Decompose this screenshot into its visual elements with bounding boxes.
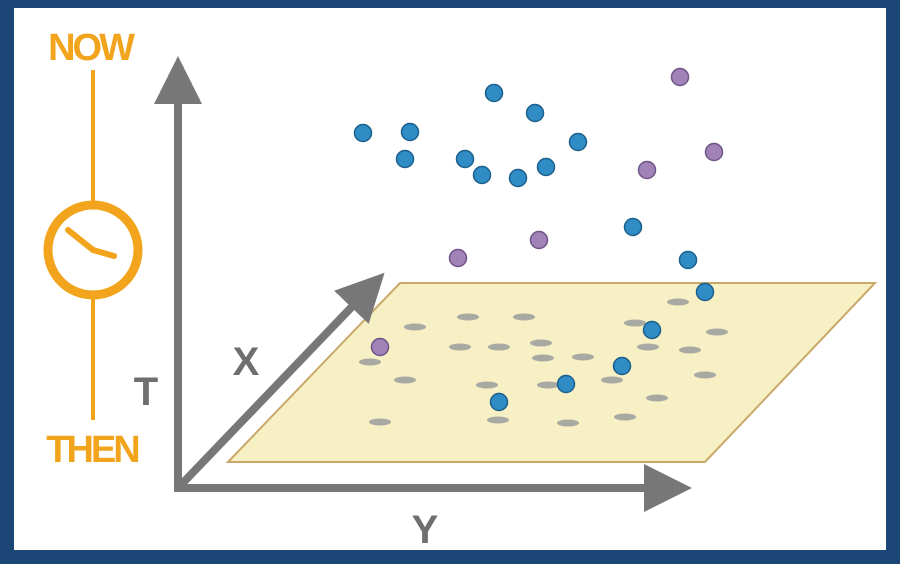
t-axis-label: T <box>134 370 158 414</box>
panel <box>14 8 886 550</box>
y-axis-label: Y <box>412 508 439 552</box>
then-label: THEN <box>46 429 138 471</box>
diagram: NOW THEN T X Y <box>0 0 900 564</box>
x-axis-label: X <box>233 340 260 384</box>
now-label: NOW <box>48 27 135 69</box>
page: NOW THEN T X Y (() <box>0 0 900 564</box>
